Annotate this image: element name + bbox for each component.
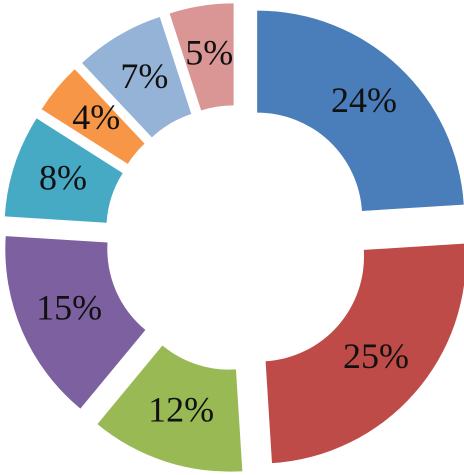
donut-segment [5,236,146,409]
data-label: 24% [331,80,397,120]
data-label: 4% [72,97,120,137]
donut-segment [265,243,464,464]
data-label: 15% [36,287,102,327]
donut-segment [97,345,243,472]
data-label: 8% [39,157,87,197]
data-label: 12% [148,389,214,429]
donut-segment [257,10,464,211]
donut-segment [41,69,145,164]
donut-segment [4,118,123,223]
data-label: 7% [120,56,168,96]
data-label: 25% [343,336,409,376]
donut-segment [82,17,192,138]
data-label: 5% [185,33,233,73]
donut-segment [169,3,234,111]
